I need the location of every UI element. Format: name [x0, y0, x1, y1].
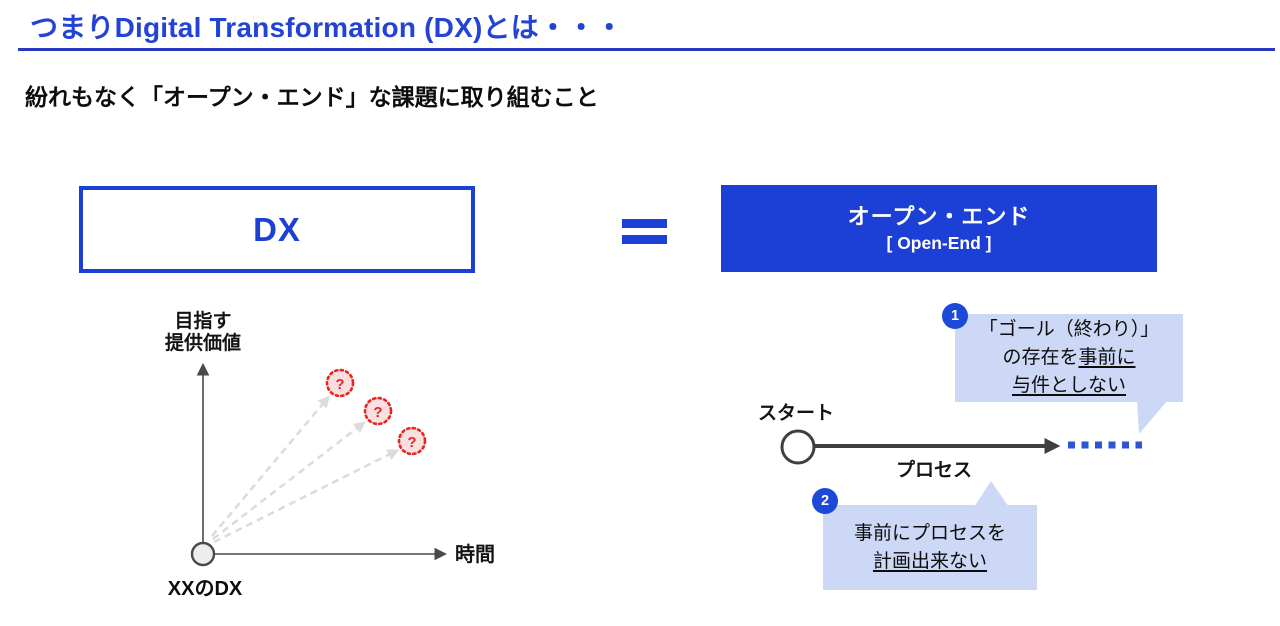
page-title: つまりDigital Transformation (DX)とは・・・: [30, 12, 624, 43]
question-circle-icon: [363, 396, 393, 426]
unknown-goal-marker-3: ?: [397, 426, 427, 456]
x-axis-label: 時間: [455, 542, 495, 566]
callout2-line2: 計画出来ない: [872, 550, 987, 572]
equals-sign: [622, 219, 667, 245]
callout2-bubble: 事前にプロセスを 計画出来ない: [823, 505, 1037, 590]
unknown-goal-marker-2: ?: [363, 396, 393, 426]
equals-bar-top: [622, 219, 667, 228]
value-time-chart: 目指す 提供価値 時間 ? ? ? XXのDX: [165, 310, 495, 600]
open-end-label-jp: オープン・エンド: [847, 203, 1031, 229]
y-axis-label-line2: 提供価値: [165, 331, 241, 354]
question-mark: ?: [335, 376, 344, 393]
start-node: [780, 429, 816, 465]
question-circle-icon: [397, 426, 427, 456]
dx-box-label: DX: [253, 210, 301, 248]
callout1-tail: [1137, 400, 1168, 434]
callout1-line3: 与件としない: [1011, 375, 1126, 396]
title-underline-rule: [18, 48, 1275, 51]
callout1-bubble: 「ゴール（終わり）」 の存在を事前に 与件としない: [955, 314, 1183, 402]
origin-node: [190, 541, 216, 567]
question-mark: ?: [407, 434, 416, 451]
open-end-box: オープン・エンド [ Open-End ]: [721, 185, 1157, 272]
equals-bar-bottom: [622, 235, 667, 244]
start-label: スタート: [758, 402, 834, 424]
slide-subtitle: 紛れもなく「オープン・エンド」な課題に取り組むこと: [25, 84, 599, 110]
question-mark: ?: [373, 404, 382, 421]
process-diagram: スタート プロセス: [758, 400, 1168, 507]
origin-label: XXのDX: [168, 578, 243, 600]
open-end-label-en: [ Open-End ]: [886, 232, 992, 253]
process-label: プロセス: [896, 458, 972, 481]
y-axis-label-line1: 目指す: [174, 310, 231, 332]
uncertainty-arrows: [211, 395, 400, 544]
callout1-number-badge: 1: [942, 303, 968, 329]
callout2-number-badge: 2: [812, 488, 838, 514]
callout1-line2: の存在を事前に: [1002, 347, 1136, 368]
callout1-line1: 「ゴール（終わり）」: [978, 319, 1160, 340]
callout2-line1: 事前にプロセスを: [853, 522, 1006, 544]
question-circle-icon: [325, 368, 355, 398]
unknown-goal-marker-1: ?: [325, 368, 355, 398]
callout2-tail: [974, 481, 1009, 507]
dx-box: DX: [79, 186, 475, 273]
